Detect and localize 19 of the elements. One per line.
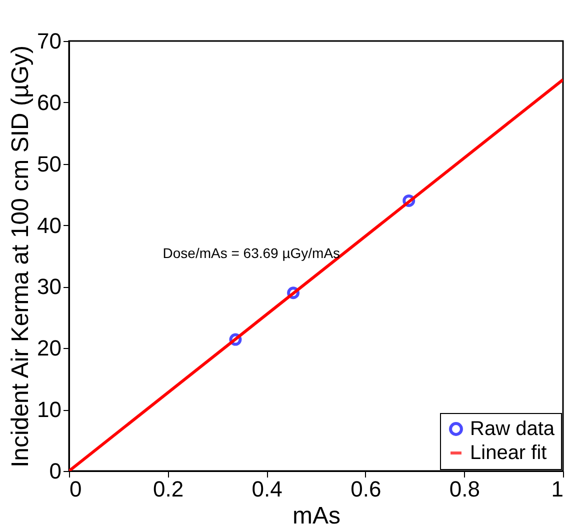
x-tick-label: 0 (70, 476, 82, 502)
legend-label: Raw data (470, 418, 556, 440)
legend-label: Linear fit (470, 442, 548, 464)
y-tick-label: 50 (37, 151, 62, 176)
x-axis-title: mAs (292, 502, 340, 530)
annotation: Dose/mAs = 63.69 µGy/mAs (162, 244, 340, 261)
x-tick-label: 0.2 (153, 476, 184, 502)
y-tick-label: 10 (37, 397, 62, 422)
x-tick-label: 0.6 (350, 476, 382, 502)
x-tick-label: 1 (551, 476, 564, 502)
y-tick-label: 70 (37, 28, 62, 54)
x-tick-label: 0.8 (449, 476, 480, 502)
y-tick-label: 40 (37, 212, 62, 238)
y-tick-label: 20 (37, 336, 62, 361)
y-tick-label: 0 (49, 458, 62, 484)
y-axis-title: Incident Air Kerma at 100 cm SID (µGy) (7, 46, 34, 468)
y-tick-label: 60 (37, 90, 62, 115)
y-tick-label: 30 (37, 274, 62, 300)
x-tick-label: 0.4 (252, 476, 282, 502)
